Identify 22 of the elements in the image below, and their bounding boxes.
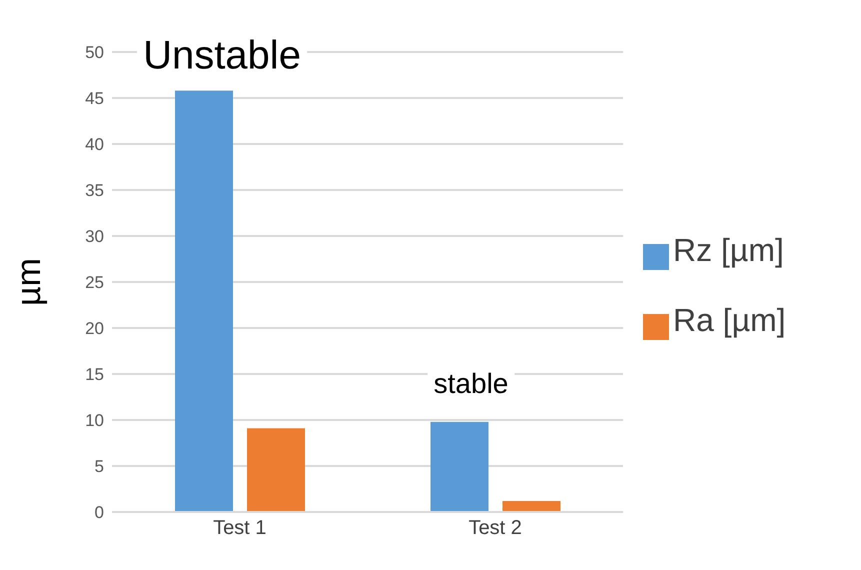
bar xyxy=(430,422,488,512)
x-tick-label: Test 1 xyxy=(213,517,266,540)
y-axis-title: µm xyxy=(10,258,48,306)
y-tick-label: 50 xyxy=(85,43,104,62)
bar xyxy=(502,500,560,512)
x-tick-label: Test 2 xyxy=(468,517,522,540)
y-tick-label: 25 xyxy=(85,273,104,292)
y-tick-label: 15 xyxy=(85,365,104,384)
legend-label: Rz [µm] xyxy=(673,232,784,268)
y-tick-label: 35 xyxy=(85,181,104,200)
bar xyxy=(247,428,305,512)
y-tick-label: 20 xyxy=(85,319,104,338)
y-tick-label: 30 xyxy=(85,227,104,246)
y-tick-label: 5 xyxy=(94,457,104,476)
annotation: Unstable xyxy=(137,34,307,78)
bar xyxy=(175,90,233,512)
annotation: stable xyxy=(428,368,514,400)
y-tick-label: 40 xyxy=(85,135,104,154)
y-tick-label: 10 xyxy=(85,411,104,430)
y-tick-label: 0 xyxy=(94,503,104,522)
legend-label: Ra [µm] xyxy=(673,302,786,338)
y-tick-label: 45 xyxy=(85,89,104,108)
